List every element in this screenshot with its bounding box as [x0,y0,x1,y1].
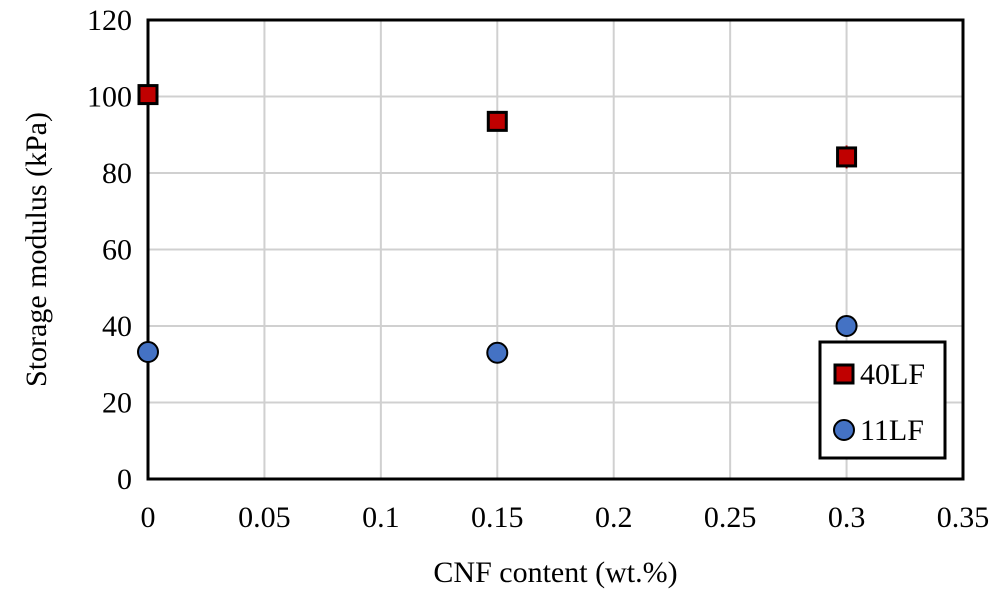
legend-marker-circle [833,419,855,441]
legend-label: 40LF [860,358,925,391]
legend: 40LF 11LF [818,340,947,460]
data-point-square [836,146,858,168]
data-point-circle [486,341,509,364]
y-tick-label: 80 [102,157,132,190]
y-tick-label: 0 [117,463,132,496]
x-tick-label: 0.25 [704,501,757,534]
plot-area-frame [146,18,965,481]
legend-marker-square [833,363,855,385]
y-tick-label: 60 [102,234,132,267]
y-tick-label: 40 [102,310,132,343]
y-tick-label: 20 [102,387,132,420]
y-axis-title: Storage modulus (kPa) [20,112,53,387]
series-40LF [137,84,858,169]
y-axis-tick-labels: 0 20 40 60 80 100 120 [87,4,132,496]
y-tick-label: 120 [87,4,132,37]
x-tick-label: 0.35 [937,501,990,534]
data-point-circle [835,315,858,337]
y-tick-label: 100 [87,81,132,114]
x-tick-label: 0.05 [238,501,291,534]
x-tick-label: 0.1 [362,501,400,534]
x-tick-label: 0.3 [828,501,866,534]
legend-label: 11LF [860,414,924,447]
x-tick-label: 0.15 [471,501,524,534]
data-series [137,84,858,364]
x-axis-tick-labels: 0 0.05 0.1 0.15 0.2 0.25 0.3 0.35 [141,501,990,534]
data-point-circle [137,341,159,364]
x-axis-title: CNF content (wt.%) [433,556,677,589]
data-point-square [137,84,159,106]
data-point-square [486,110,508,132]
series-11LF [137,315,858,364]
x-tick-label: 0 [141,501,156,534]
x-tick-label: 0.2 [595,501,633,534]
